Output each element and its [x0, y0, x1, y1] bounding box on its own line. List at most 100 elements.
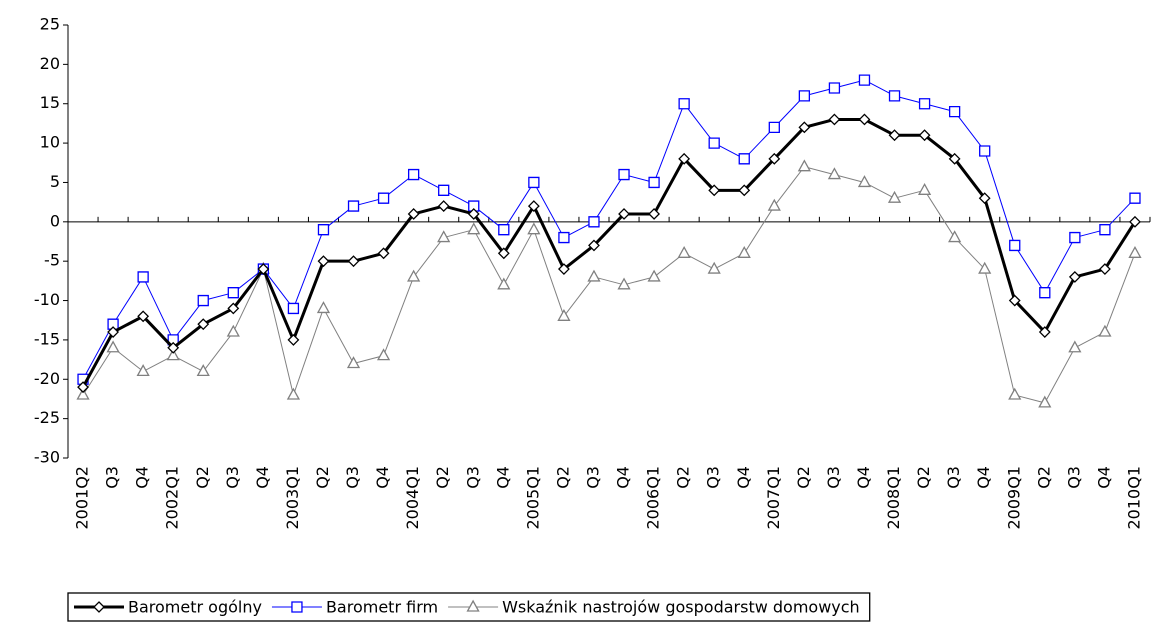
- data-point: [1009, 239, 1021, 252]
- data-point: [437, 230, 451, 243]
- y-tick-label: 0: [50, 211, 60, 230]
- x-tick-label: 2009Q1: [1004, 466, 1023, 530]
- x-tick-label: Q2: [674, 466, 693, 489]
- data-point: [166, 348, 180, 361]
- data-point: [887, 190, 902, 203]
- data-point: [797, 159, 811, 172]
- data-point: [1038, 326, 1051, 338]
- data-point: [707, 261, 721, 274]
- data-point: [106, 340, 120, 353]
- data-point: [948, 230, 962, 243]
- x-tick-label: Q3: [223, 466, 242, 489]
- x-tick-label: 2008Q1: [884, 466, 903, 530]
- x-tick-label: 2005Q1: [523, 466, 542, 530]
- data-point: [1098, 324, 1112, 337]
- x-tick-label: Q4: [1094, 466, 1113, 489]
- data-point: [317, 224, 330, 236]
- data-point: [497, 277, 511, 290]
- data-point: [137, 310, 150, 323]
- x-tick-label: Q4: [614, 466, 633, 489]
- data-point: [346, 356, 361, 369]
- x-tick-label: 2006Q1: [644, 466, 663, 530]
- data-point: [1098, 263, 1111, 275]
- data-point: [316, 301, 331, 314]
- x-tick-label: 2007Q1: [764, 466, 783, 530]
- data-point: [287, 302, 300, 315]
- data-point: [708, 137, 720, 149]
- data-point: [917, 182, 932, 195]
- y-tick-label: -20: [34, 369, 60, 388]
- legend: Barometr ogólny Barometr firm Wskaźnik nas…: [67, 592, 871, 622]
- x-tick-label: Q3: [704, 466, 723, 489]
- data-point: [768, 152, 781, 165]
- legend-label: Barometr ogólny: [128, 598, 262, 617]
- data-point: [767, 198, 781, 211]
- data-point: [557, 263, 570, 275]
- y-tick-label: 5: [50, 172, 60, 191]
- x-tick-label: Q4: [493, 466, 512, 489]
- x-tick-label: 2010Q1: [1124, 466, 1143, 530]
- data-point: [678, 98, 690, 110]
- x-tick-label: Q3: [583, 466, 602, 489]
- x-tick-label: Q4: [854, 466, 873, 489]
- data-point: [768, 121, 780, 133]
- data-point: [798, 121, 811, 134]
- data-point: [1068, 271, 1081, 283]
- data-point: [227, 287, 239, 299]
- data-point: [858, 113, 871, 126]
- series-line: [81, 117, 1137, 388]
- data-point: [828, 82, 841, 94]
- data-point: [137, 271, 149, 283]
- x-tick-label: Q3: [103, 466, 122, 489]
- data-point: [196, 364, 210, 377]
- x-tick-label: Q3: [343, 466, 362, 489]
- y-tick-label: 25: [40, 15, 60, 34]
- data-point: [497, 247, 510, 260]
- data-point: [648, 176, 660, 189]
- data-point: [708, 184, 721, 197]
- data-point: [376, 348, 391, 361]
- x-tick-label: Q4: [133, 466, 152, 489]
- data-point: [737, 245, 751, 258]
- x-tick-label: Q4: [373, 466, 392, 489]
- data-point: [1039, 287, 1051, 299]
- data-point: [918, 129, 931, 142]
- data-point: [468, 200, 480, 212]
- data-point: [588, 239, 600, 252]
- data-point: [407, 208, 420, 220]
- y-tick-label: 15: [40, 93, 60, 112]
- legend-label: Wskaźnik nastrojów gospodarstw domowych: [502, 598, 860, 617]
- data-point: [197, 318, 210, 331]
- data-point: [528, 176, 540, 189]
- y-tick-label: -5: [44, 251, 60, 270]
- y-tick-label: -15: [34, 329, 60, 348]
- data-point: [1038, 395, 1052, 408]
- data-point: [618, 168, 630, 181]
- data-point: [677, 245, 691, 258]
- x-tick-label: Q2: [914, 466, 933, 489]
- y-tick-label: -30: [34, 448, 60, 467]
- data-point: [618, 208, 630, 220]
- data-point: [377, 247, 390, 260]
- data-point: [978, 192, 991, 205]
- y-tick-label: -25: [34, 408, 60, 427]
- data-point: [286, 387, 301, 400]
- data-point: [558, 231, 570, 244]
- data-point: [1068, 340, 1082, 353]
- data-point: [407, 168, 420, 181]
- data-point: [1069, 231, 1081, 244]
- x-tick-label: Q2: [794, 466, 813, 489]
- data-point: [1008, 387, 1022, 400]
- data-point: [648, 208, 661, 220]
- data-point: [136, 364, 150, 377]
- data-point: [858, 74, 871, 86]
- data-point: [377, 192, 390, 204]
- data-point: [257, 263, 270, 275]
- legend-label: Barometr firm: [326, 598, 438, 617]
- y-tick-label: 20: [40, 54, 60, 73]
- data-point: [438, 184, 450, 196]
- data-point: [738, 153, 750, 165]
- data-point: [979, 145, 991, 157]
- x-tick-label: 2002Q1: [163, 466, 182, 530]
